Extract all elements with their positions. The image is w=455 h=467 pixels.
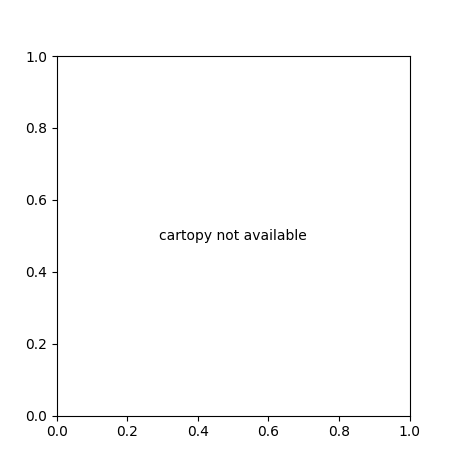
Text: cartopy not available: cartopy not available: [159, 229, 307, 243]
